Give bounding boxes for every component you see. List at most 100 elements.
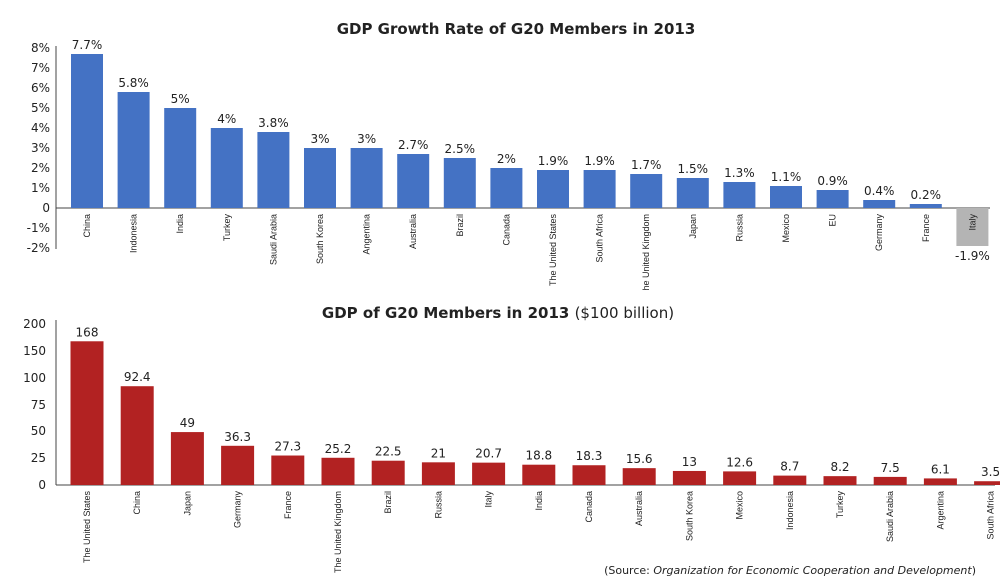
category-label: The United States [548,214,558,287]
category-label: Japan [182,491,192,516]
bar [71,54,103,208]
bar [723,471,757,485]
data-label: 1.9% [584,154,615,168]
data-label: 2.7% [398,138,429,152]
category-label: Indonesia [129,214,139,253]
category-label: The United Kingdom [641,214,651,290]
category-label: France [921,214,931,242]
data-label: 3.5 [981,465,1000,479]
category-label: Turkey [222,214,232,242]
category-label: EU [828,214,838,227]
data-label: 0.4% [864,184,895,198]
data-label: 8.2 [830,460,849,474]
y-tick-label: 8% [31,41,50,55]
category-label: Canada [501,214,511,246]
category-label: South Korea [684,491,694,541]
bar [522,464,556,485]
bar [371,460,405,485]
chart-title: GDP Growth Rate of G20 Members in 2013 [337,20,696,38]
y-tick-label: 3% [31,141,50,155]
category-label: Australia [634,491,644,526]
bar [956,208,989,246]
data-label: 168 [76,325,99,339]
bar [572,465,606,485]
y-tick-label: 100 [23,371,46,385]
y-tick-label: 2% [31,161,50,175]
bar [816,190,849,208]
bar [974,481,1000,485]
data-label: -1.9% [955,249,990,263]
bar [909,204,942,208]
y-tick-label: 0 [38,478,46,492]
data-label: 1.3% [724,166,755,180]
data-label: 1.1% [771,170,802,184]
category-label: Italy [484,491,494,508]
data-label: 2% [497,152,516,166]
growth-rate-chart: GDP Growth Rate of G20 Members in 2013 8%… [27,20,990,290]
y-tick-label: 6% [31,81,50,95]
data-label: 3% [357,132,376,146]
data-label: 20.7 [475,447,502,461]
category-label: Indonesia [785,491,795,530]
data-label: 25.2 [325,442,352,456]
category-label: China [82,214,92,238]
bar [923,478,957,485]
data-label: 27.3 [274,440,301,454]
category-label: Germany [233,491,243,529]
bar [164,108,197,208]
source-prefix: (Source: [604,564,654,577]
bar [863,200,896,208]
y-tick-label: 75 [31,398,46,412]
data-label: 1.9% [538,154,569,168]
data-label: 0.2% [911,188,942,202]
source-organization: Organization for Economic Cooperation an… [653,564,972,577]
category-label: Russia [433,491,443,519]
data-label: 92.4 [124,370,151,384]
bar [397,154,430,208]
source-suffix: ) [971,564,976,577]
source-note: (Source: Organization for Economic Coope… [604,564,976,577]
bar [676,178,709,208]
bar [304,148,336,208]
data-label: 22.5 [375,445,402,459]
category-label: South Africa [595,214,605,263]
bar [421,462,455,485]
category-label: Mexico [735,491,745,520]
category-label: Brazil [455,214,465,237]
data-label: 3% [310,132,329,146]
y-tick-label: 5% [31,101,50,115]
bar [321,457,355,485]
data-label: 0.9% [817,174,848,188]
chart-title: GDP of G20 Members in 2013 [322,304,575,322]
bar [630,174,663,208]
category-label: Brazil [383,491,393,514]
category-label: India [175,214,185,234]
data-label: 5.8% [118,76,149,90]
bar [537,170,569,208]
category-label: The United Kingdom [333,491,343,573]
category-label: Saudi Arabia [268,214,278,265]
data-label: 15.6 [626,452,653,466]
data-label: 18.3 [576,449,603,463]
category-label: China [132,491,142,515]
data-label: 18.8 [525,449,552,463]
data-label: 12.6 [726,455,753,469]
bar [873,476,907,485]
bar [210,128,243,208]
data-label: 2.5% [445,142,476,156]
data-label: 7.5 [881,461,900,475]
category-label: Australia [408,214,418,249]
bar [472,462,506,485]
data-label: 8.7 [780,460,799,474]
y-tick-label: 1% [31,181,50,195]
category-label: Italy [967,214,977,231]
y-tick-label: 50 [31,424,46,438]
category-label: Canada [584,491,594,523]
bar [117,92,150,208]
category-label: India [534,491,544,511]
bar [271,455,305,485]
bar [443,158,476,208]
data-label: 7.7% [72,38,103,52]
chart-title-group: GDP of G20 Members in 2013 ($100 billion… [322,304,674,322]
